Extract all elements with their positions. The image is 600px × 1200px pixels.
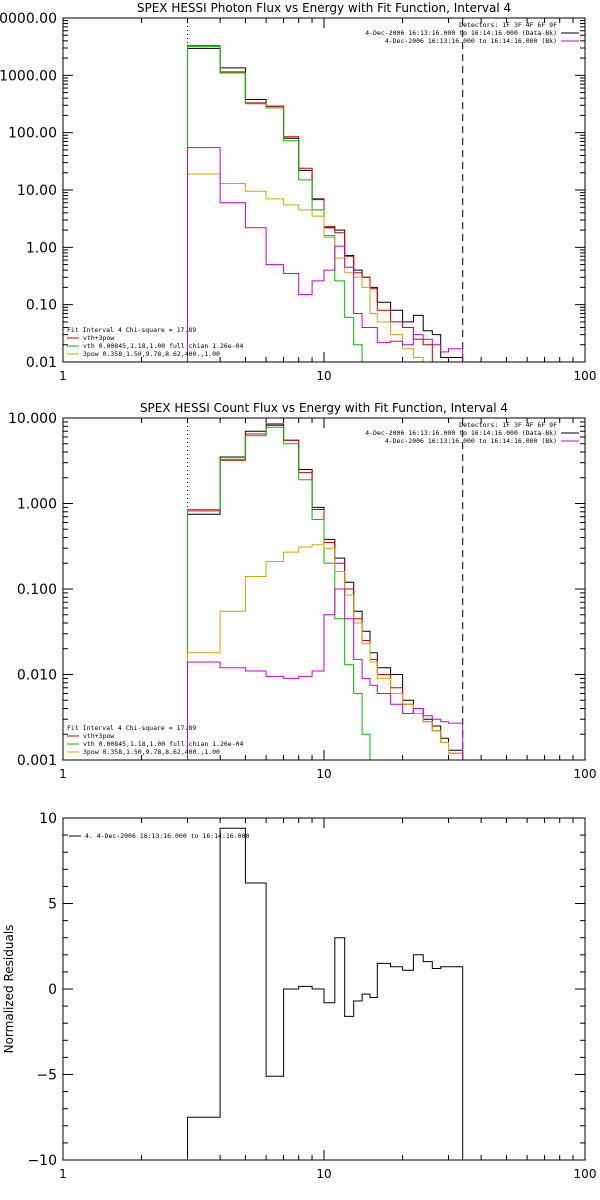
y-ticks [63, 817, 585, 1161]
y-axis-label: Normalized Residuals [2, 925, 16, 1054]
y-tick-label: 10 [39, 811, 57, 827]
y-tick-label: −10 [27, 1153, 57, 1169]
series-group [187, 827, 464, 1160]
x-ticks [62, 18, 574, 362]
x-tick-label: 1 [59, 767, 67, 781]
panel-2: SPEX HESSI Count Flux vs Energy with Fit… [8, 401, 596, 781]
y-tick-label: 0.10 [26, 298, 57, 314]
legend-top: 4. 4-Dec-2006 16:13:16.000 to 16:14:16.0… [69, 832, 249, 840]
series-group [187, 45, 464, 362]
series-line-4 [187, 544, 464, 760]
legend-top-entry: 4-Dec-2006 16:13:16.000 to 16:14:16.000 … [385, 37, 557, 45]
series-line-1 [187, 47, 464, 362]
y-tick-label: 1000.00 [0, 68, 57, 84]
y-tick-label: 1.000 [17, 497, 57, 513]
legend-top: Detectors: 1F 3F 4F 6F 9F4-Dec-2006 16:1… [365, 21, 579, 45]
legend-bottom-entry: vth+3pow [83, 732, 114, 740]
y-tick-label: 10.00 [17, 183, 57, 199]
legend-bottom: Fit Interval 4 Chi-square = 17.89vth+3po… [67, 724, 244, 756]
y-tick-label: 0 [48, 982, 57, 998]
y-tick-label: −5 [36, 1068, 57, 1084]
y-tick-label: 1.00 [26, 240, 57, 256]
y-tick-label: 10.000 [8, 411, 57, 427]
legend-top-entry: 4-Dec-2006 16:13:16.000 to 16:14:16.000 … [365, 429, 557, 437]
x-tick-label: 100 [574, 767, 597, 781]
plot-frame [62, 417, 586, 761]
series-line-3 [187, 426, 464, 760]
x-tick-label: 100 [574, 369, 597, 383]
legend-top-entry: 4-Dec-2006 16:13:16.000 to 16:14:16.000 … [365, 29, 557, 37]
x-tick-label: 10 [316, 1167, 331, 1181]
legend-bottom-entry: 3pow 0.358,1.50,9.78,8.62,400.,1.00 [83, 748, 220, 756]
series-line-3 [187, 45, 464, 362]
panel-3: Normalized Residuals 1 10 100 −10 −5 0 5 10 4. 4-… [2, 811, 596, 1181]
y-tick-label: 0000.00 [0, 11, 57, 27]
series-line-1 [187, 827, 464, 1160]
x-tick-label: 1 [59, 369, 67, 383]
series-line-1 [187, 423, 464, 760]
legend-top-entry: 4. 4-Dec-2006 16:13:16.000 to 16:14:16.0… [85, 832, 249, 840]
legend-top-entry: Detectors: 1F 3F 4F 6F 9F [459, 421, 557, 429]
y-tick-label: 100.00 [8, 126, 57, 142]
legend-bottom-entry: 3pow 0.358,1.50,9.78,8.62,400.,1.00 [83, 350, 220, 358]
series-line-2 [187, 45, 464, 362]
y-tick-label: 0.01 [26, 355, 57, 371]
x-tick-label: 10 [316, 767, 331, 781]
series-group [187, 423, 464, 760]
legend-bottom-entry: Fit Interval 4 Chi-square = 17.89 [67, 724, 196, 732]
x-tick-label: 10 [316, 369, 331, 383]
chart-title: SPEX HESSI Count Flux vs Energy with Fit… [140, 401, 508, 415]
y-tick-label: 5 [48, 897, 57, 913]
legend-bottom-entry: vth 0.00845,1.18,1.00 full chian 1.26e-0… [83, 342, 244, 350]
x-ticks [62, 418, 574, 760]
legend-bottom-entry: vth+3pow [83, 334, 114, 342]
panel-1: SPEX HESSI Photon Flux vs Energy with Fi… [0, 1, 596, 383]
plot-frame [62, 17, 586, 363]
series-line-2 [187, 424, 464, 760]
series-line-5 [187, 588, 464, 760]
legend-top-entry: Detectors: 1F 3F 4F 6F 9F [459, 21, 557, 29]
legend-bottom: Fit Interval 4 Chi-square = 17.89vth+3po… [67, 326, 244, 358]
plot-frame [62, 817, 586, 1161]
y-ticks [63, 20, 585, 363]
y-tick-label: 0.010 [17, 668, 57, 684]
x-tick-label: 1 [59, 1167, 67, 1181]
legend-top: Detectors: 1F 3F 4F 6F 9F4-Dec-2006 16:1… [365, 421, 579, 445]
y-ticks [63, 421, 585, 761]
legend-top-entry: 4-Dec-2006 16:13:16.000 to 16:14:16.000 … [385, 437, 557, 445]
x-tick-label: 100 [574, 1167, 597, 1181]
chart-title: SPEX HESSI Photon Flux vs Energy with Fi… [137, 1, 511, 15]
y-tick-label: 0.100 [17, 582, 57, 598]
legend-bottom-entry: Fit Interval 4 Chi-square = 17.89 [67, 326, 196, 334]
y-tick-label: 0.001 [17, 753, 57, 769]
legend-bottom-entry: vth 0.00845,1.18,1.00 full chian 1.26e-0… [83, 740, 244, 748]
series-line-5 [187, 147, 464, 362]
